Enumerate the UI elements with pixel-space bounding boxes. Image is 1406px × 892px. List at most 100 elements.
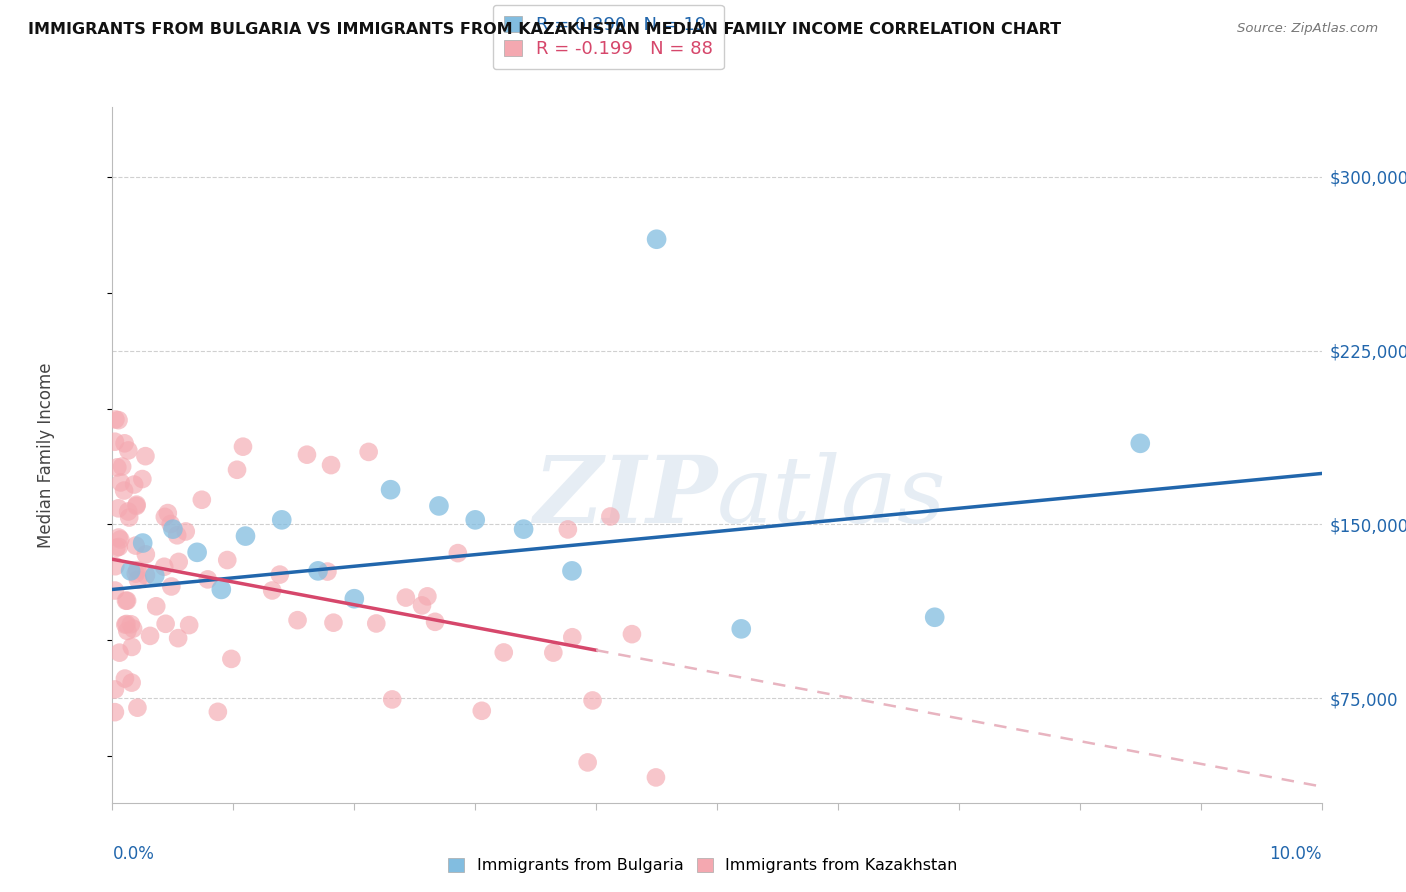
Point xyxy=(153,559,176,574)
Point xyxy=(104,559,127,574)
Point xyxy=(117,624,139,638)
Point xyxy=(174,524,197,539)
Point xyxy=(115,593,138,607)
Point xyxy=(197,573,219,587)
Point xyxy=(166,528,188,542)
Point xyxy=(492,645,515,659)
Point xyxy=(395,591,418,605)
Point xyxy=(576,756,599,770)
Point xyxy=(319,458,342,472)
Point xyxy=(104,705,127,719)
Point xyxy=(111,459,134,474)
Point xyxy=(115,593,138,607)
Point xyxy=(287,613,309,627)
Point xyxy=(105,460,128,475)
Point xyxy=(295,448,318,462)
Point xyxy=(120,617,142,632)
Point xyxy=(153,509,176,524)
Point xyxy=(125,539,148,553)
Point xyxy=(380,483,402,497)
Point xyxy=(104,682,127,697)
Point xyxy=(135,568,157,582)
Legend: R = 0.290   N = 19, R = -0.199   N = 88: R = 0.290 N = 19, R = -0.199 N = 88 xyxy=(492,4,724,70)
Point xyxy=(110,475,132,490)
Point xyxy=(110,533,132,547)
Point xyxy=(262,583,284,598)
Text: IMMIGRANTS FROM BULGARIA VS IMMIGRANTS FROM KAZAKHSTAN MEDIAN FAMILY INCOME CORR: IMMIGRANTS FROM BULGARIA VS IMMIGRANTS F… xyxy=(28,22,1062,37)
Point xyxy=(226,463,249,477)
Point xyxy=(232,440,254,454)
Point xyxy=(121,640,143,654)
Point xyxy=(191,492,214,507)
Point xyxy=(160,579,183,593)
Point xyxy=(114,436,136,450)
Text: 10.0%: 10.0% xyxy=(1270,845,1322,863)
Point xyxy=(217,553,239,567)
Point xyxy=(186,545,208,559)
Point xyxy=(207,705,229,719)
Point xyxy=(423,615,446,629)
Point xyxy=(127,563,149,577)
Point xyxy=(343,591,366,606)
Point xyxy=(447,546,470,560)
Point xyxy=(135,548,157,562)
Text: ZIP: ZIP xyxy=(533,451,717,541)
Point xyxy=(235,529,257,543)
Point xyxy=(561,564,583,578)
Point xyxy=(143,568,166,582)
Point xyxy=(221,652,243,666)
Point xyxy=(543,646,565,660)
Point xyxy=(145,599,167,614)
Point xyxy=(179,618,201,632)
Point xyxy=(134,449,156,463)
Point xyxy=(131,472,153,486)
Point xyxy=(599,509,621,524)
Point xyxy=(167,631,190,645)
Point xyxy=(1129,436,1152,450)
Point xyxy=(209,582,232,597)
Point xyxy=(114,617,136,632)
Point xyxy=(512,522,534,536)
Point xyxy=(645,232,668,246)
Point xyxy=(464,513,486,527)
Point xyxy=(557,523,579,537)
Point xyxy=(645,771,668,785)
Point xyxy=(125,499,148,513)
Point xyxy=(561,630,583,644)
Text: Source: ZipAtlas.com: Source: ZipAtlas.com xyxy=(1237,22,1378,36)
Point xyxy=(108,540,131,554)
Point xyxy=(121,675,143,690)
Point xyxy=(122,477,145,491)
Point xyxy=(114,672,136,686)
Point xyxy=(139,629,162,643)
Point xyxy=(125,566,148,581)
Text: 0.0%: 0.0% xyxy=(112,845,155,863)
Point xyxy=(104,583,127,598)
Point xyxy=(107,501,129,516)
Point xyxy=(316,565,339,579)
Point xyxy=(471,704,494,718)
Point xyxy=(270,513,292,527)
Point xyxy=(269,567,291,582)
Point xyxy=(108,646,131,660)
Point xyxy=(120,564,142,578)
Point xyxy=(118,510,141,524)
Point xyxy=(427,499,450,513)
Text: Median Family Income: Median Family Income xyxy=(37,362,55,548)
Point xyxy=(307,564,329,578)
Point xyxy=(411,599,433,613)
Point xyxy=(125,498,148,512)
Point xyxy=(924,610,946,624)
Point xyxy=(162,522,184,536)
Point xyxy=(167,555,190,569)
Point xyxy=(581,693,603,707)
Point xyxy=(127,573,149,587)
Point xyxy=(156,506,179,520)
Point xyxy=(357,445,380,459)
Point xyxy=(112,483,135,498)
Point xyxy=(155,616,177,631)
Point xyxy=(127,700,149,714)
Point xyxy=(366,616,388,631)
Point xyxy=(117,504,139,518)
Point xyxy=(104,434,127,449)
